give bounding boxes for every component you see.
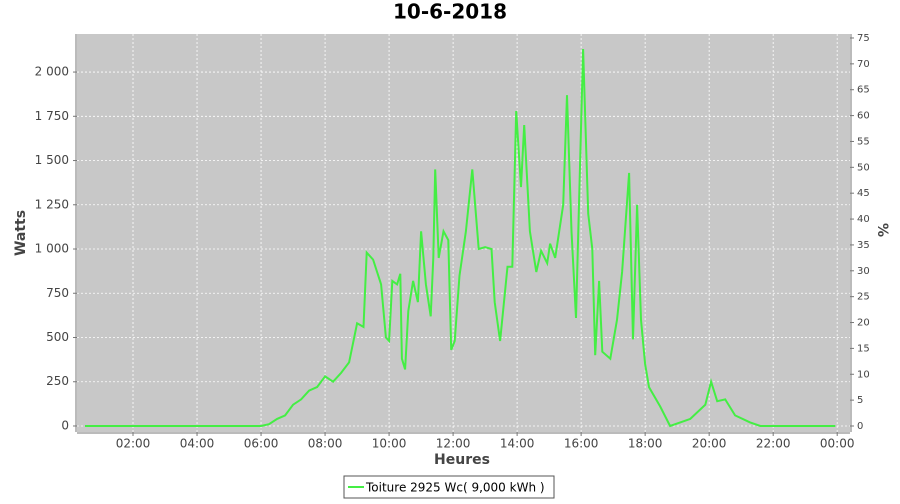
x-axis-label: Heures [434, 452, 490, 468]
y2-tick-label: 20 [857, 318, 870, 329]
x-tick-label: 04:00 [180, 437, 215, 451]
y2-tick-label: 25 [857, 292, 870, 303]
plot-area [77, 34, 850, 432]
chart-title: 10-6-2018 [393, 0, 507, 24]
y-axis-label: Watts [13, 210, 29, 256]
y-tick-label: 500 [46, 330, 69, 344]
y2-tick-label: 15 [857, 343, 870, 354]
x-tick-label: 02:00 [116, 437, 151, 451]
y2-tick-label: 50 [857, 162, 870, 173]
y2-tick-label: 30 [857, 266, 870, 277]
y2-tick-label: 40 [857, 214, 870, 225]
y2-tick-label: 70 [857, 59, 870, 70]
y2-tick-label: 10 [857, 369, 870, 380]
y2-tick-label: 0 [857, 421, 863, 432]
y2-tick-label: 45 [857, 188, 870, 199]
legend-label: Toiture 2925 Wc( 9,000 kWh ) [365, 481, 545, 495]
x-tick-label: 22:00 [756, 437, 791, 451]
y-tick-label: 250 [46, 374, 69, 388]
y2-tick-label: 55 [857, 136, 870, 147]
y-tick-label: 750 [46, 286, 69, 300]
x-tick-label: 10:00 [372, 437, 407, 451]
y2-tick-label: 65 [857, 85, 870, 96]
y-tick-label: 0 [61, 418, 69, 432]
y-tick-label: 1 750 [35, 109, 69, 123]
x-tick-label: 14:00 [500, 437, 535, 451]
y2-tick-label: 60 [857, 111, 870, 122]
x-tick-label: 18:00 [628, 437, 663, 451]
y2-tick-label: 35 [857, 240, 870, 251]
y2-tick-label: 5 [857, 395, 863, 406]
legend [343, 475, 555, 499]
y2-tick-label: 75 [857, 33, 870, 44]
x-tick-label: 20:00 [692, 437, 727, 451]
series-line [85, 48, 836, 428]
y-tick-label: 1 250 [35, 197, 69, 211]
y2-axis-label: % [874, 223, 890, 237]
y-tick-label: 2 000 [35, 65, 69, 79]
x-tick-label: 00:00 [820, 437, 855, 451]
x-tick-label: 08:00 [308, 437, 343, 451]
x-tick-label: 06:00 [244, 437, 279, 451]
y-tick-label: 1 000 [35, 242, 69, 256]
x-tick-label: 12:00 [436, 437, 471, 451]
x-tick-label: 16:00 [564, 437, 599, 451]
y-tick-label: 1 500 [35, 153, 69, 167]
